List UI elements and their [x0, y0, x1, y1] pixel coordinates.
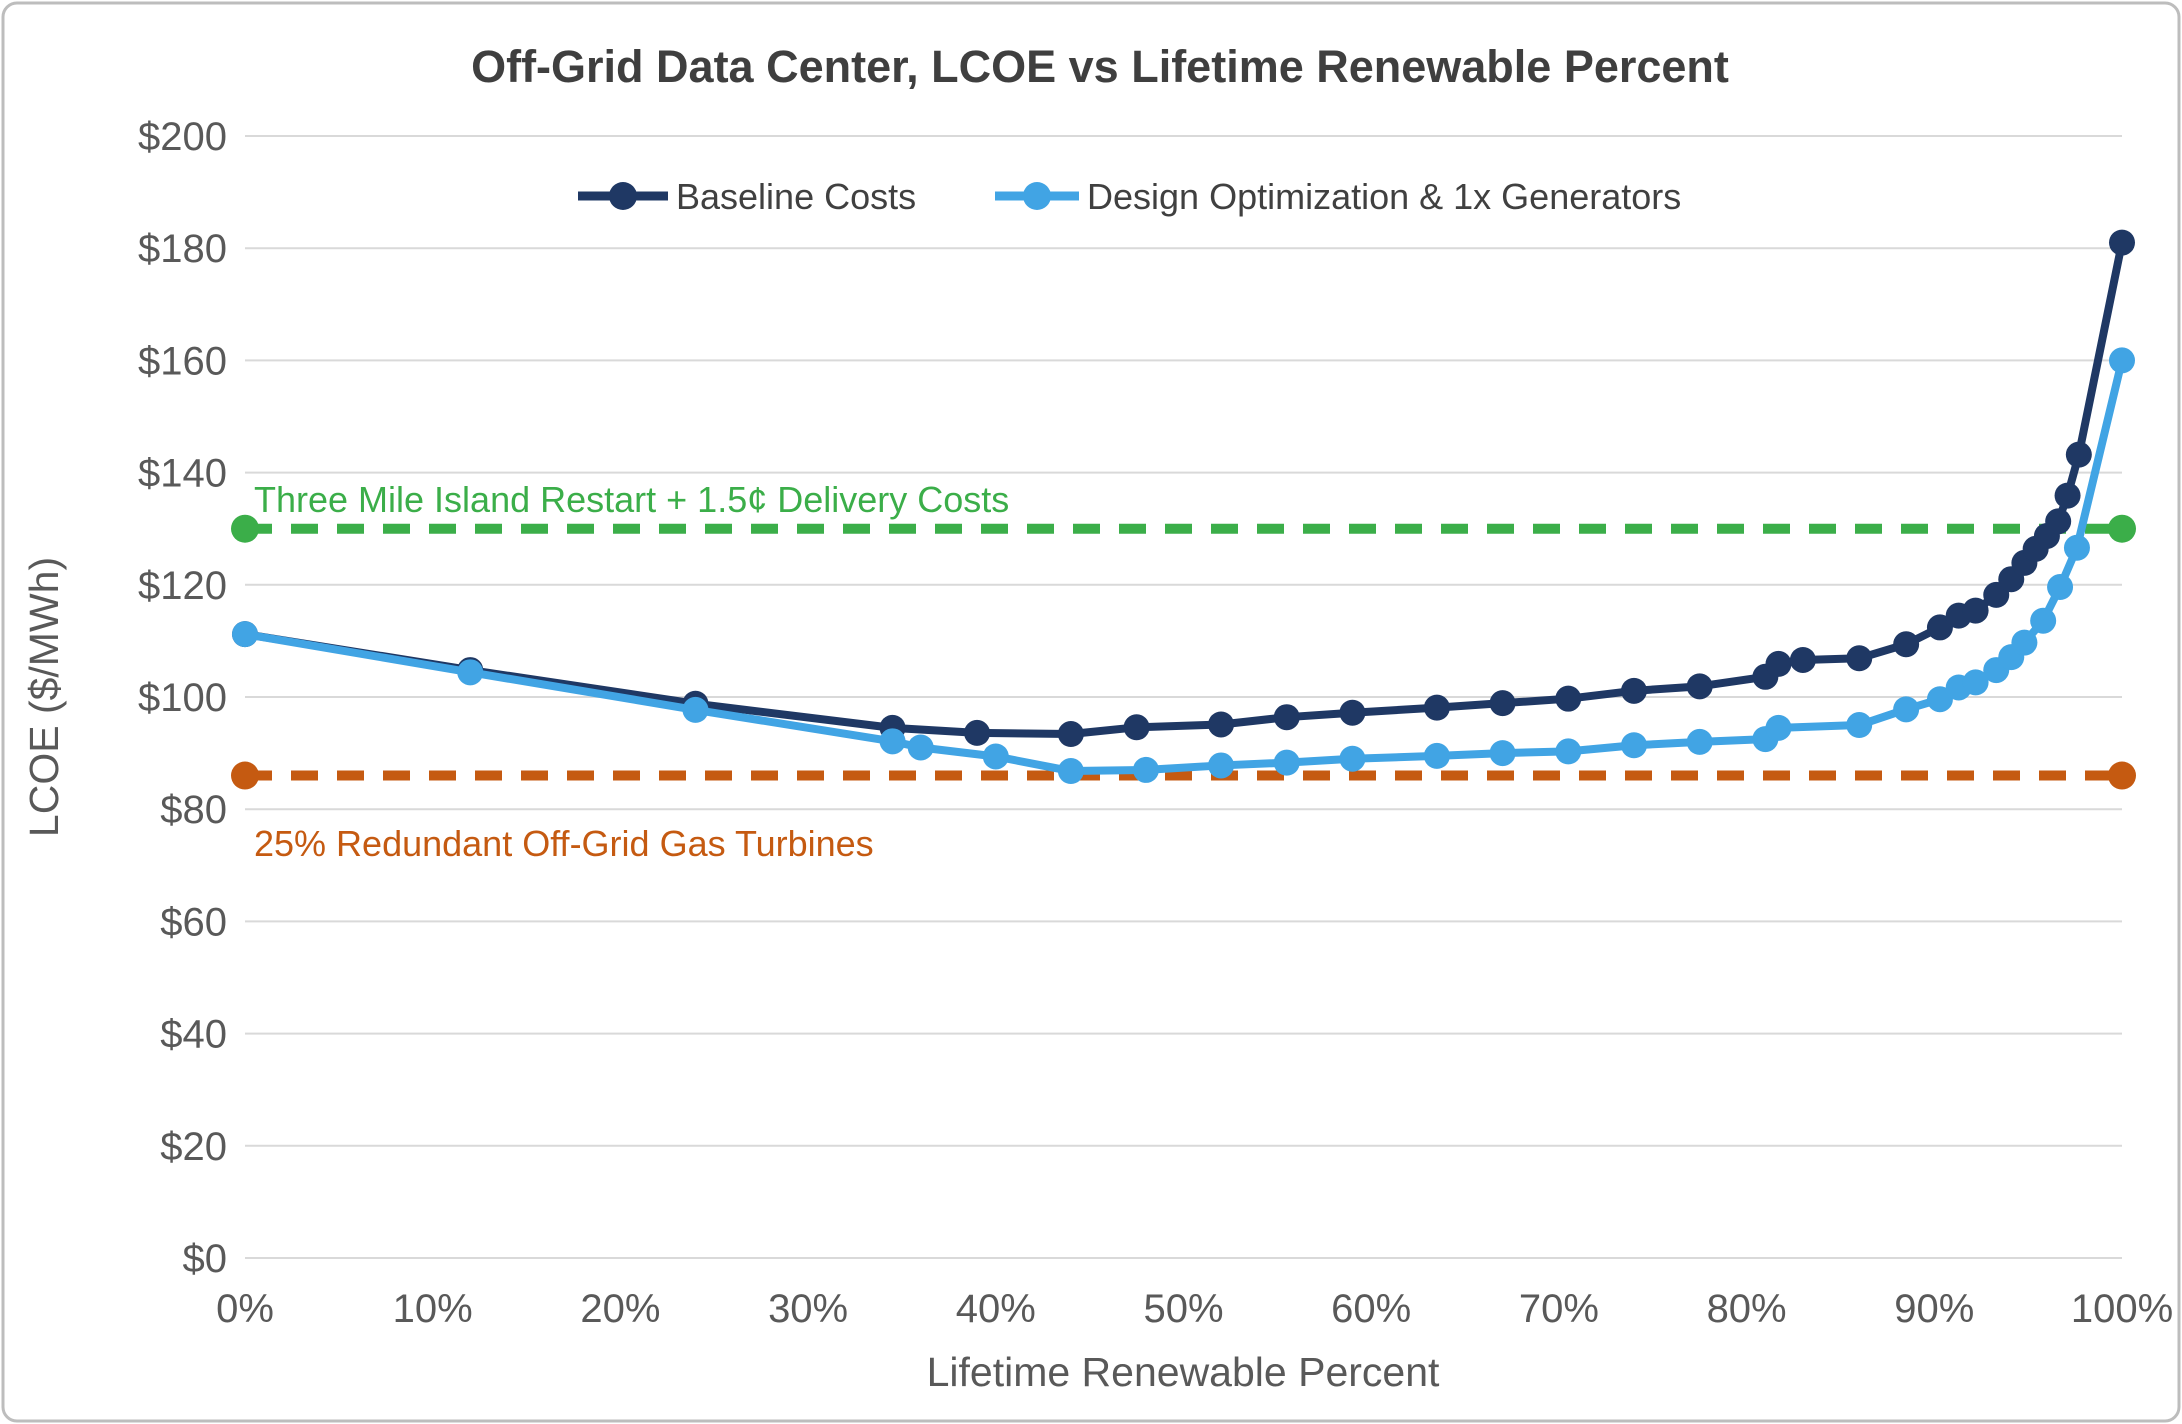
legend-item-design-optimization: Design Optimization & 1x Generators — [995, 176, 1681, 217]
svg-text:20%: 20% — [580, 1287, 660, 1331]
chart-title: Off-Grid Data Center, LCOE vs Lifetime R… — [471, 41, 1729, 92]
series-lines — [232, 229, 2135, 785]
svg-text:10%: 10% — [393, 1287, 473, 1331]
svg-text:$140: $140 — [138, 452, 227, 496]
svg-text:40%: 40% — [956, 1287, 1036, 1331]
legend-label-design-optimization: Design Optimization & 1x Generators — [1087, 176, 1681, 217]
legend-label-baseline-costs: Baseline Costs — [676, 176, 916, 217]
svg-text:$200: $200 — [138, 115, 227, 159]
svg-text:$100: $100 — [138, 676, 227, 720]
reference-line-end-markers — [231, 514, 2136, 790]
y-axis-title: LCOE ($/MWh) — [21, 557, 67, 837]
svg-text:30%: 30% — [768, 1287, 848, 1331]
ref-label-three-mile-island: Three Mile Island Restart + 1.5¢ Deliver… — [254, 479, 1009, 520]
legend-marker-baseline-costs — [609, 182, 637, 210]
gridlines — [245, 135, 2122, 1259]
x-axis-title: Lifetime Renewable Percent — [927, 1349, 1440, 1395]
svg-text:100%: 100% — [2071, 1287, 2173, 1331]
svg-text:0%: 0% — [216, 1287, 274, 1331]
y-axis-tick-labels: $0 $20 $40 $60 $80 $100 $120 $140 $160 $180 $200 — [138, 115, 227, 1281]
svg-text:$20: $20 — [160, 1125, 227, 1169]
svg-text:80%: 80% — [1707, 1287, 1787, 1331]
svg-text:$60: $60 — [160, 900, 227, 944]
svg-text:50%: 50% — [1143, 1287, 1223, 1331]
svg-text:$180: $180 — [138, 227, 227, 271]
svg-text:$80: $80 — [160, 788, 227, 832]
svg-text:$160: $160 — [138, 339, 227, 383]
ref-label-gas-turbines: 25% Redundant Off-Grid Gas Turbines — [254, 823, 874, 864]
svg-text:$40: $40 — [160, 1013, 227, 1057]
x-axis-tick-labels: 0% 10% 20% 30% 40% 50% 60% 70% 80% 90% 100% — [216, 1287, 2173, 1331]
legend-item-baseline-costs: Baseline Costs — [578, 176, 916, 217]
legend-marker-design-optimization — [1023, 182, 1051, 210]
reference-lines — [245, 523, 2122, 781]
legend: Baseline Costs Design Optimization & 1x … — [578, 176, 1681, 217]
svg-text:60%: 60% — [1331, 1287, 1411, 1331]
svg-text:$0: $0 — [183, 1237, 228, 1281]
svg-text:70%: 70% — [1519, 1287, 1599, 1331]
svg-text:$120: $120 — [138, 564, 227, 608]
svg-text:90%: 90% — [1894, 1287, 1974, 1331]
